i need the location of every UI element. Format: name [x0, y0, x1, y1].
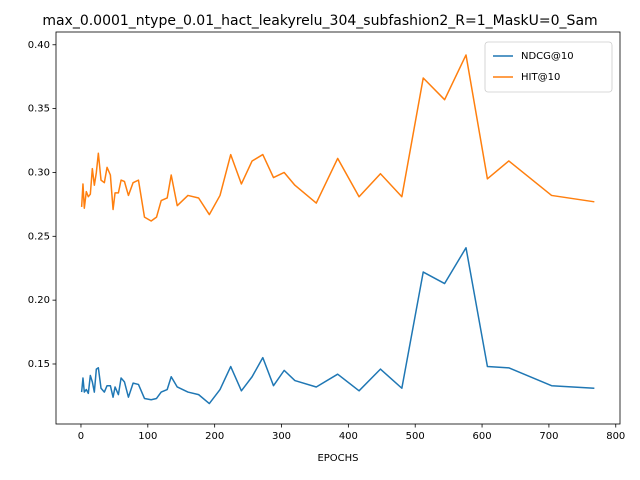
legend-label: HIT@10 [521, 72, 560, 83]
x-tick-label: 200 [205, 431, 224, 442]
y-tick-label: 0.25 [28, 231, 50, 242]
y-tick-label: 0.20 [28, 295, 50, 306]
chart-title: max_0.0001_ntype_0.01_hact_leakyrelu_304… [42, 13, 597, 29]
x-tick-label: 800 [606, 431, 625, 442]
x-tick-label: 500 [406, 431, 425, 442]
x-tick-label: 700 [539, 431, 558, 442]
x-tick-label: 600 [473, 431, 492, 442]
y-tick-label: 0.30 [28, 167, 50, 178]
x-axis-label: EPOCHS [317, 453, 358, 464]
x-tick-label: 300 [272, 431, 291, 442]
y-tick-label: 0.40 [28, 40, 50, 51]
x-tick-label: 100 [138, 431, 157, 442]
legend-label: NDCG@10 [521, 51, 574, 62]
series-line [80, 247, 595, 405]
series-line [80, 54, 595, 222]
plot-frame [55, 31, 621, 425]
legend-box [484, 41, 613, 93]
x-tick-label: 0 [78, 431, 84, 442]
y-tick-label: 0.35 [28, 104, 50, 115]
x-tick-label: 400 [339, 431, 358, 442]
y-tick-label: 0.15 [28, 359, 50, 370]
